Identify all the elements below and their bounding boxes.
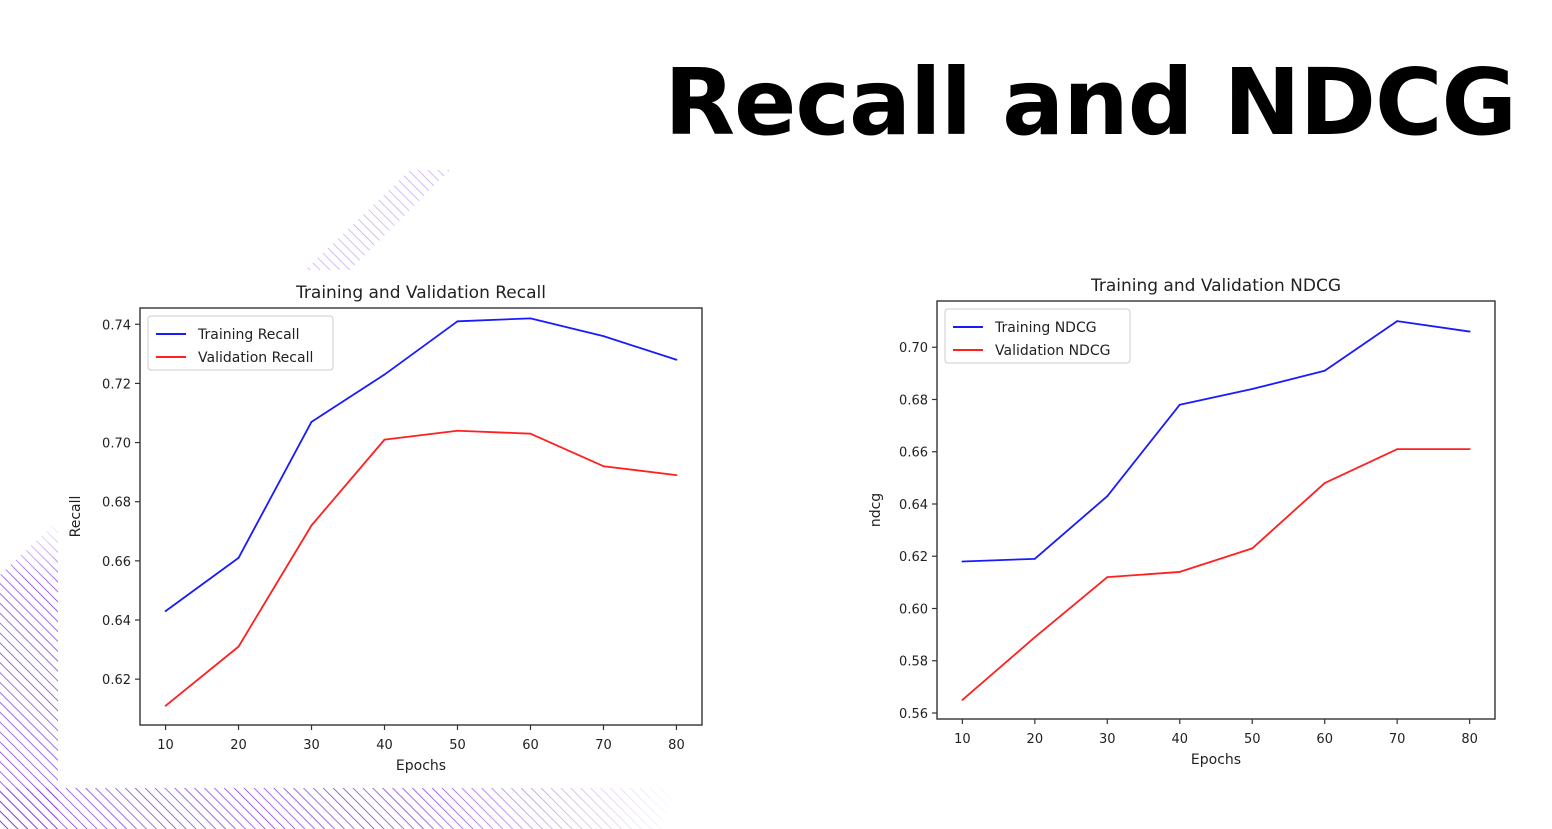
data-point [1178,403,1181,406]
data-point [1251,388,1254,390]
data-point [1033,636,1036,639]
plot-frame [936,300,1496,720]
data-point [1396,448,1399,451]
data-point [310,524,313,527]
data-point [164,704,167,707]
data-point [675,358,678,361]
y-tick-label: 0.66 [899,446,928,461]
y-tick-label: 0.64 [899,498,928,513]
y-tick-label: 0.70 [102,437,131,452]
stripe-band-top [300,170,450,275]
data-point [383,373,386,376]
x-tick-label: 50 [449,738,466,753]
x-tick-label: 20 [230,738,247,753]
data-point [1178,571,1181,573]
chart-title: Training and Validation NDCG [1090,276,1341,296]
legend-label: Validation Recall [198,350,313,366]
y-tick-label: 0.64 [102,614,131,629]
x-tick-label: 40 [1171,732,1188,747]
series-line-training [165,317,677,612]
legend-box [147,315,334,371]
x-tick-label: 80 [1461,732,1478,747]
x-tick-label: 40 [376,738,393,753]
x-tick-label: 30 [1099,732,1116,747]
x-tick-label: 30 [303,738,320,753]
data-point [602,465,605,468]
ndcg-chart-svg: Training and Validation NDCG 10 20 30 40 50 60… [868,276,1496,768]
x-tick-label: 10 [157,738,174,753]
x-tick-label: 70 [595,738,612,753]
data-point [383,438,386,441]
y-tick-label: 0.74 [102,318,131,333]
y-tick-label: 0.72 [102,377,131,392]
y-tick-label: 0.60 [899,602,928,617]
data-point [961,560,964,563]
data-point [1468,330,1471,333]
y-tick-label: 0.68 [102,496,131,511]
data-point [1323,482,1326,484]
y-tick-label: 0.62 [899,550,928,565]
series-line-validation [164,429,677,707]
y-axis-label: ndcg [868,493,884,527]
series-line-validation [961,448,1470,701]
data-point [310,420,313,423]
data-point [164,610,167,613]
data-point [1323,369,1326,372]
data-point [1106,576,1109,579]
x-tick-label: 20 [1027,732,1044,747]
y-axis-label: Recall [68,496,84,538]
data-point [1106,495,1109,498]
x-tick-label: 80 [668,738,685,753]
data-point [456,429,459,432]
data-point [456,320,459,323]
data-point [529,432,532,435]
data-point [529,317,532,320]
data-point [237,645,240,648]
data-point [1251,547,1254,550]
data-point [1468,448,1471,451]
x-axis-label: Epochs [1191,752,1241,768]
y-tick-label: 0.58 [899,655,928,670]
y-tick-label: 0.66 [102,555,131,570]
legend-label: Validation NDCG [995,343,1110,359]
x-tick-label: 10 [954,732,971,747]
stripe-band-left [0,520,58,829]
x-tick-label: 60 [522,738,539,753]
y-tick-label: 0.62 [102,673,131,688]
data-point [961,699,964,701]
x-tick-label: 50 [1244,732,1261,747]
x-axis-label: Epochs [396,758,446,774]
data-point [1396,320,1399,323]
legend-label: Training Recall [197,327,299,343]
data-point [675,474,678,476]
y-tick-label: 0.70 [899,341,928,356]
data-point [237,557,240,559]
x-tick-label: 70 [1389,732,1406,747]
plot-frame [139,307,703,726]
recall-chart-svg: Training and Validation Recall 10 20 30 40 50… [68,283,703,774]
legend-box [944,308,1131,364]
ndcg-chart: Training and Validation NDCG 10 20 30 40 50 60… [860,264,1510,780]
x-tick-label: 60 [1316,732,1333,747]
data-point [1033,557,1036,560]
recall-chart: Training and Validation Recall 10 20 30 40 50… [58,270,718,786]
y-tick-label: 0.68 [899,393,928,408]
y-tick-label: 0.56 [899,707,928,722]
slide-title: Recall and NDCG [664,49,1517,156]
data-point [602,335,605,337]
series-line-training [962,320,1470,563]
chart-title: Training and Validation Recall [295,283,546,303]
legend-label: Training NDCG [994,320,1097,336]
